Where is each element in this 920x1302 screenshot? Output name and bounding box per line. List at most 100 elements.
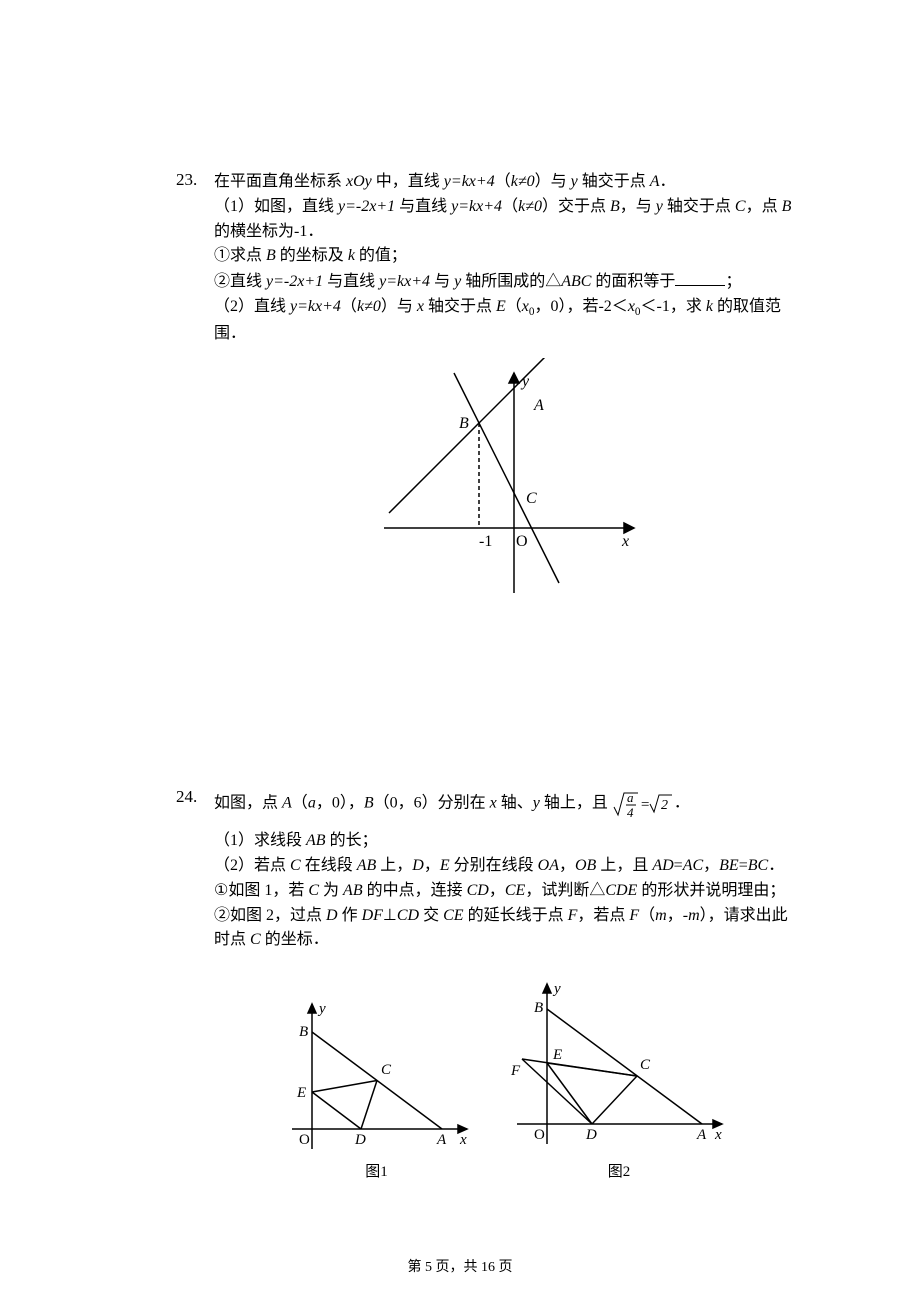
pt-F: F [568,907,578,924]
label-B: B [299,1024,308,1040]
text: 的中点，连接 [363,882,467,899]
label-D: D [354,1132,366,1148]
sqrt-2: 2 [661,798,668,813]
pt-D: D [412,857,424,874]
text: ，点 [746,198,782,215]
pt-C: C [290,857,301,874]
text: 上， [376,857,412,874]
eq: y=kx+4 [451,198,502,215]
pt-D: D [326,907,338,924]
label-E: E [296,1085,306,1101]
pt-E: E [440,857,450,874]
text: 的形状并说明理由； [637,882,785,899]
problem-23-body: 在平面直角坐标系 xOy 中，直线 y=kx+4（k≠0）与 y 轴交于点 A．… [214,170,794,607]
label-A: A [436,1132,447,1148]
text: ，试判断△ [525,882,605,899]
label-O: O [534,1127,545,1143]
var-m: m [655,907,667,924]
seg-AB: AB [357,857,377,874]
var-y: y [571,173,578,190]
var-k: k [348,247,355,264]
text: ，0）， [316,795,364,812]
var-x0: x [522,298,529,315]
text: 与 [430,273,454,290]
text: 的坐标． [261,931,329,948]
label-x: x [459,1132,467,1148]
text: 的坐标及 [276,247,348,264]
frac-num: a [627,790,634,805]
text: 的值； [355,247,407,264]
text: ）交于点 [542,198,610,215]
seg-DF: DF [362,907,383,924]
text: （ [502,198,518,215]
text: 如图，点 [214,795,282,812]
label-B: B [459,415,469,432]
problem-24-figures: y x O B C E D A 图1 [214,969,794,1184]
text: 的长； [326,832,378,849]
text: （2）直线 [214,298,290,315]
problem-23-number: 23. [176,170,210,190]
text: （1）如图，直线 [214,198,338,215]
text: 在平面直角坐标系 [214,173,346,190]
text: = [739,857,748,874]
page-content: 23. 在平面直角坐标系 xOy 中，直线 y=kx+4（k≠0）与 y 轴交于… [0,0,920,1184]
label-O: O [516,533,528,550]
var-x: x [490,795,497,812]
text: 分别在线段 [450,857,538,874]
seg-CE: CE [505,882,525,899]
text: ①求点 [214,247,266,264]
text: 轴上，且 [540,795,608,812]
text: ②如图 2，过点 [214,907,326,924]
figure-24-2-svg: y x O B C E F D A [502,969,737,1159]
text: ， [424,857,440,874]
text: 在线段 [301,857,357,874]
text: ， [703,857,719,874]
text: （ [639,907,655,924]
label-x: x [714,1127,722,1143]
text: 的面积等于 [591,273,675,290]
text: = [674,857,683,874]
var-k: k [706,298,713,315]
text: ， [559,857,575,874]
problem-24: 24. 如图，点 A（a，0），B（0，6）分别在 x 轴、y 轴上，且 a 4… [176,787,800,1184]
text: 中，直线 [372,173,444,190]
pt-C: C [250,931,261,948]
tri-ABC: ABC [561,273,591,290]
pt-C: C [735,198,746,215]
pt-F: F [629,907,639,924]
var-negm: -m [683,907,700,924]
label-y: y [552,981,561,997]
var-x0: x [628,298,635,315]
var-y: y [533,795,540,812]
text: ， [667,907,683,924]
figure-24-1-svg: y x O B C E D A [272,989,482,1159]
blank-fill[interactable] [675,269,725,286]
kne0: k≠0 [357,298,381,315]
text: 为 [319,882,343,899]
figure-1-label: 图1 [264,1161,490,1184]
text: ）与 [535,173,571,190]
text: 上，且 [596,857,652,874]
page-footer: 第 5 页，共 16 页 [0,1256,920,1276]
sqrt-fraction: a 4 = 2 [612,787,674,821]
problem-24-body: 如图，点 A（a，0），B（0，6）分别在 x 轴、y 轴上，且 a 4 = 2… [214,787,794,1184]
frac-den: 4 [627,805,634,820]
text: 的横坐标为-1． [214,223,323,240]
seg-AC: AC [683,857,703,874]
text: ⊥ [383,907,397,924]
label-C: C [381,1062,392,1078]
text: ； [725,273,741,290]
seg-AB: AB [306,832,326,849]
text: ． [674,795,690,812]
label-y: y [520,373,530,390]
pt-A: A [282,795,292,812]
label-y: y [317,1001,326,1017]
eq: y=kx+4 [444,173,495,190]
text: ，0），若-2＜ [534,298,627,315]
text: 与直线 [395,198,451,215]
label-B: B [534,1000,543,1016]
pt-B: B [266,247,276,264]
text: （ [506,298,522,315]
text: ， [489,882,505,899]
label-E: E [552,1047,562,1063]
